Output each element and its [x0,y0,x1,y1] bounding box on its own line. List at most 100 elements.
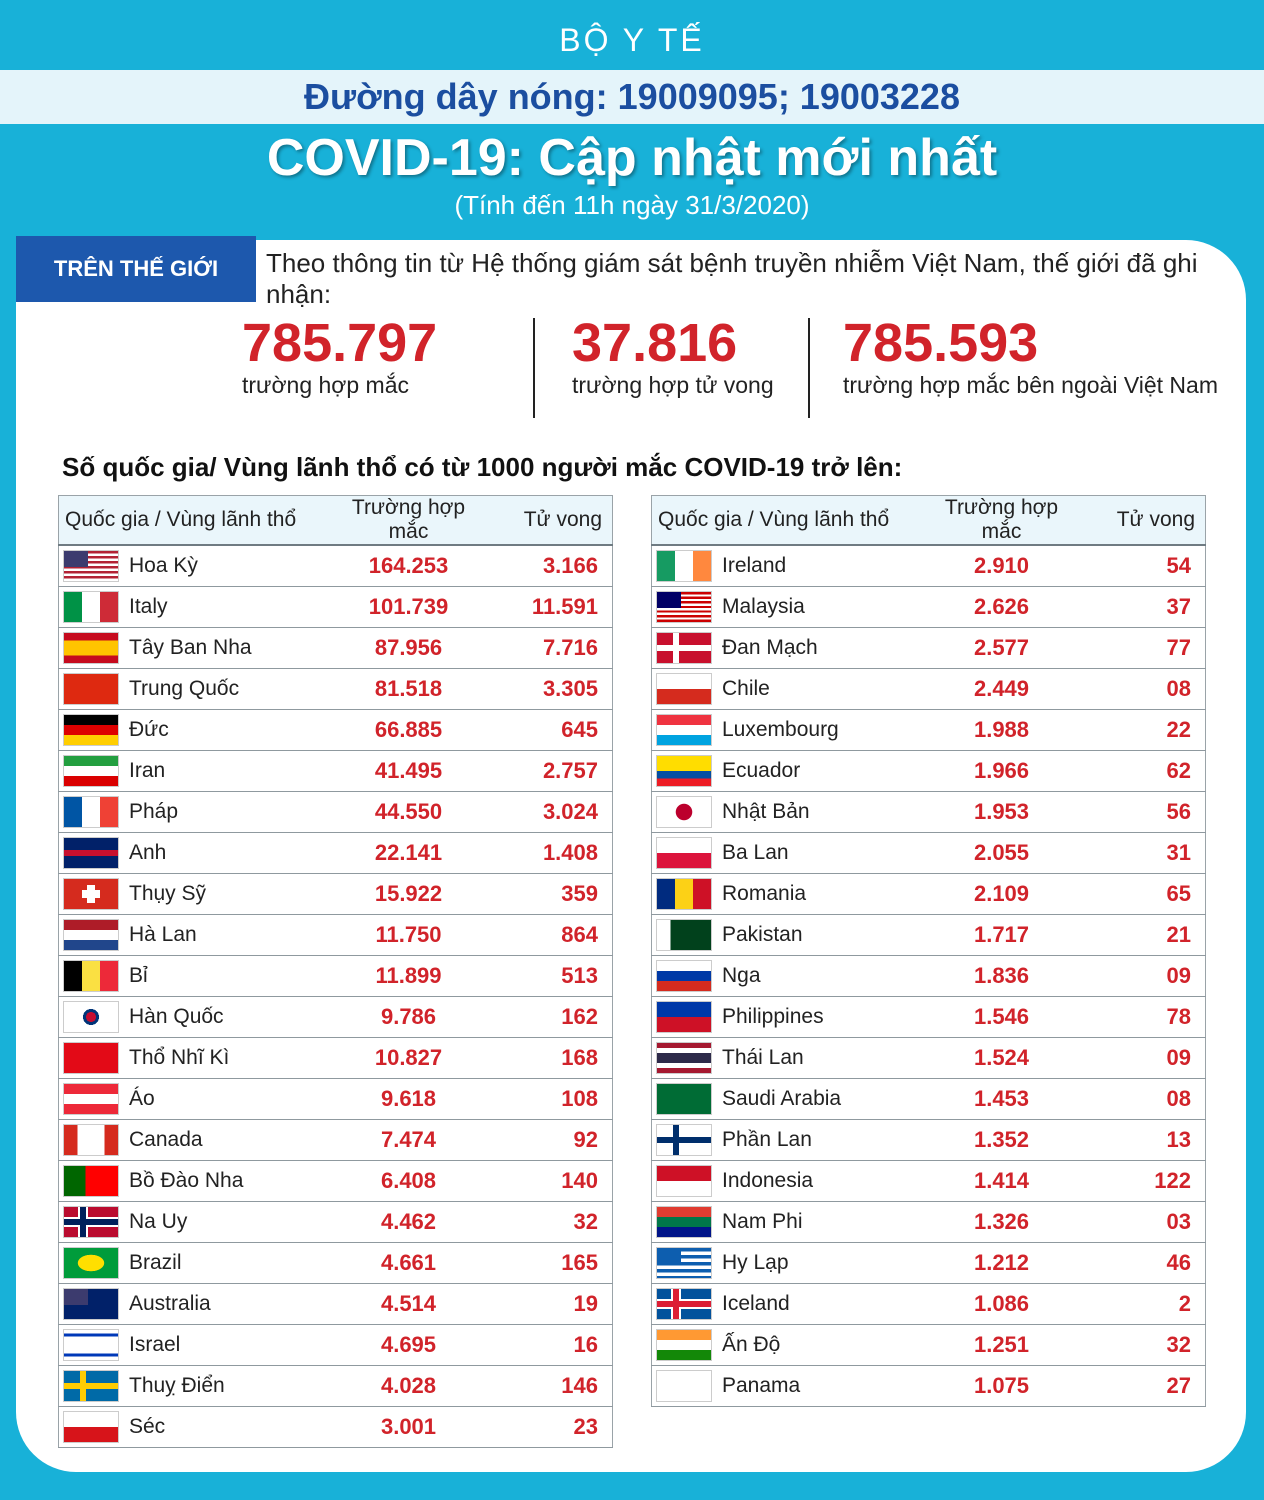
column-header-deaths: Tử vong [1081,495,1206,546]
austria-flag-icon [63,1083,119,1115]
country-cell: Nam Phi [651,1201,922,1243]
deaths-cell: 645 [488,709,613,751]
country-name: Bồ Đào Nha [129,1169,244,1192]
stat-deaths: 37.816 trường hợp tử vong [572,314,774,399]
cases-cell: 4.462 [328,1201,489,1243]
country-name: Thuỵ Điển [129,1374,225,1397]
deaths-cell: 21 [1081,914,1206,956]
deaths-cell: 65 [1081,873,1206,915]
cases-cell: 1.326 [921,1201,1082,1243]
country-name: Đức [129,718,169,741]
country-cell: Đức [58,709,329,751]
deaths-cell: 146 [488,1365,613,1407]
table-row: Đức 66.885 645 [58,709,613,751]
column-header-cases: Trường hợp mắc [328,495,489,546]
cases-cell: 4.028 [328,1365,489,1407]
table-heading: Số quốc gia/ Vùng lãnh thổ có từ 1000 ng… [62,452,903,482]
india-flag-icon [656,1329,712,1361]
table-row: Hàn Quốc 9.786 162 [58,996,613,1038]
country-cell: Australia [58,1283,329,1325]
country-cell: Canada [58,1119,329,1161]
malaysia-flag-icon [656,591,712,623]
country-name: Pháp [129,800,179,823]
cases-cell: 1.546 [921,996,1082,1038]
deaths-cell: 359 [488,873,613,915]
country-cell: Iran [58,750,329,792]
deaths-cell: 09 [1081,1037,1206,1079]
country-name: Na Uy [129,1210,188,1233]
cases-cell: 6.408 [328,1160,489,1202]
cases-cell: 2.910 [921,545,1082,587]
deaths-cell: 31 [1081,832,1206,874]
cases-cell: 2.577 [921,627,1082,669]
table-row: Canada 7.474 92 [58,1119,613,1161]
country-cell: Ấn Độ [651,1324,922,1366]
stat-value: 37.816 [572,313,738,373]
country-name: Hàn Quốc [129,1005,224,1028]
stat-cases-outside-vietnam: 785.593 trường hợp mắc bên ngoài Việt Na… [843,314,1218,399]
cases-cell: 2.449 [921,668,1082,710]
cases-cell: 164.253 [328,545,489,587]
country-name: Philippines [722,1005,824,1028]
cases-cell: 1.453 [921,1078,1082,1120]
table-row: Israel 4.695 16 [58,1324,613,1366]
cases-cell: 1.988 [921,709,1082,751]
cases-cell: 44.550 [328,791,489,833]
ireland-flag-icon [656,550,712,582]
cases-cell: 1.086 [921,1283,1082,1325]
table-row: Brazil 4.661 165 [58,1242,613,1284]
country-cell: Ireland [651,545,922,587]
table-row: Ecuador 1.966 62 [651,750,1206,792]
column-header-country: Quốc gia / Vùng lãnh thổ [651,495,922,546]
japan-flag-icon [656,796,712,828]
deaths-cell: 08 [1081,1078,1206,1120]
country-name: Ecuador [722,759,801,782]
country-name: Australia [129,1292,211,1315]
uk-flag-icon [63,837,119,869]
country-name: Thổ Nhĩ Kì [129,1046,230,1069]
canada-flag-icon [63,1124,119,1156]
country-cell: Séc [58,1406,329,1448]
cases-cell: 2.055 [921,832,1082,874]
czech-flag-icon [63,1411,119,1443]
country-name: Indonesia [722,1169,814,1192]
country-cell: Ecuador [651,750,922,792]
country-name: Trung Quốc [129,677,240,700]
deaths-cell: 03 [1081,1201,1206,1243]
country-name: Áo [129,1087,155,1110]
country-cell: Indonesia [651,1160,922,1202]
section-tag-world: TRÊN THẾ GIỚI [16,236,256,302]
cases-cell: 11.899 [328,955,489,997]
spain-flag-icon [63,632,119,664]
country-name: Iran [129,759,166,782]
stat-label: trường hợp mắc bên ngoài Việt Nam [843,372,1218,398]
cases-cell: 22.141 [328,832,489,874]
country-name: Nam Phi [722,1210,803,1233]
country-name: Saudi Arabia [722,1087,842,1110]
country-cell: Nga [651,955,922,997]
stat-value: 785.593 [843,313,1039,373]
table-row: Iceland 1.086 2 [651,1283,1206,1325]
country-name: Hoa Kỳ [129,554,198,577]
cases-cell: 2.626 [921,586,1082,628]
country-cell: Pakistan [651,914,922,956]
south-africa-flag-icon [656,1206,712,1238]
cases-cell: 4.661 [328,1242,489,1284]
country-cell: Brazil [58,1242,329,1284]
stat-divider [533,318,535,418]
table-row: Hoa Kỳ 164.253 3.166 [58,545,613,587]
cases-cell: 9.618 [328,1078,489,1120]
cases-cell: 1.212 [921,1242,1082,1284]
country-cell: Hy Lạp [651,1242,922,1284]
cases-cell: 1.966 [921,750,1082,792]
deaths-cell: 32 [488,1201,613,1243]
cases-cell: 9.786 [328,996,489,1038]
deaths-cell: 62 [1081,750,1206,792]
country-cell: Saudi Arabia [651,1078,922,1120]
country-cell: Thái Lan [651,1037,922,1079]
country-cell: Bỉ [58,955,329,997]
country-name: Tây Ban Nha [129,636,252,659]
country-name: Séc [129,1415,166,1438]
country-name: Hy Lạp [722,1251,789,1274]
cases-cell: 15.922 [328,873,489,915]
